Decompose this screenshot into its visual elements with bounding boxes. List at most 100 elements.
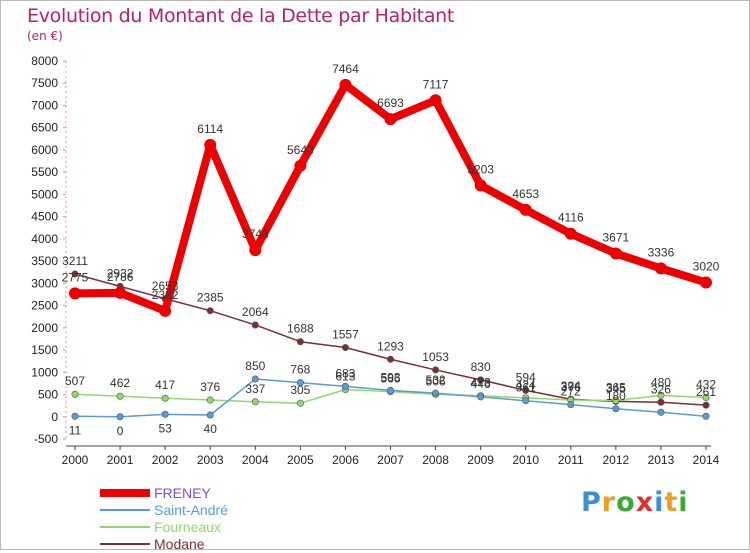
data-label-saint-andr: 850 [245, 359, 265, 373]
data-point-fourneaux [657, 391, 665, 399]
y-tick-label: 1500 [31, 343, 58, 357]
data-label-freney: 2775 [62, 270, 89, 284]
data-label-fourneaux: 424 [516, 378, 536, 392]
data-label-modane: 2653 [152, 279, 179, 293]
data-point-fourneaux [702, 394, 710, 402]
data-label-modane: 326 [651, 382, 671, 396]
data-point-fourneaux [206, 396, 214, 404]
chart-unit: (en €) [27, 29, 63, 43]
data-point-saint-andr [296, 379, 304, 387]
x-tick-label: 2011 [558, 453, 584, 467]
y-tick-label: 4500 [31, 210, 58, 224]
data-label-freney: 4116 [558, 211, 584, 225]
data-label-saint-andr: 40 [204, 422, 218, 436]
y-tick-label: 6000 [31, 143, 58, 157]
data-label-saint-andr: 683 [335, 366, 355, 380]
logo-letter: r [601, 487, 617, 518]
legend-label: FRENEY [154, 485, 211, 501]
data-label-fourneaux: 462 [110, 376, 130, 390]
data-label-fourneaux: 365 [606, 381, 626, 395]
data-label-freney: 3336 [648, 245, 675, 259]
data-point-freney [114, 286, 127, 299]
data-point-saint-andr [161, 410, 169, 418]
logo-letter: x [635, 487, 655, 518]
x-tick-label: 2000 [62, 453, 89, 467]
y-tick-label: 8000 [31, 54, 58, 68]
data-point-saint-andr [116, 413, 124, 421]
legend-swatch [100, 543, 150, 545]
logo-letter: i [654, 487, 665, 518]
data-point-modane [386, 355, 394, 363]
data-point-saint-andr [702, 412, 710, 420]
data-point-modane [477, 376, 485, 384]
data-label-modane: 3211 [62, 254, 88, 268]
data-point-modane [341, 344, 349, 352]
data-point-modane [522, 386, 530, 394]
data-point-freney [564, 227, 577, 240]
data-point-fourneaux [612, 397, 620, 405]
x-tick-label: 2007 [377, 453, 404, 467]
data-point-saint-andr [386, 386, 394, 394]
data-point-saint-andr [522, 397, 530, 405]
data-label-modane: 1688 [287, 322, 314, 336]
x-tick-label: 2003 [197, 453, 224, 467]
y-tick-label: 3500 [31, 254, 58, 268]
data-label-saint-andr: 180 [606, 389, 626, 403]
proxiti-logo: Proxiti [581, 487, 689, 518]
data-point-fourneaux [116, 392, 124, 400]
data-point-freney [294, 159, 307, 172]
data-point-saint-andr [251, 375, 259, 383]
data-label-fourneaux: 480 [651, 375, 671, 389]
data-label-fourneaux: 566 [380, 372, 400, 386]
x-tick-label: 2013 [648, 453, 675, 467]
data-label-freney: 2382 [152, 288, 179, 302]
data-point-freney [69, 287, 81, 300]
data-label-modane: 830 [471, 360, 491, 374]
data-label-saint-andr: 53 [158, 421, 172, 435]
y-tick-label: 7500 [31, 76, 58, 90]
data-label-saint-andr: 0 [117, 424, 124, 438]
data-point-modane [251, 321, 259, 329]
data-point-saint-andr [612, 405, 620, 413]
data-label-fourneaux: 432 [696, 378, 716, 392]
data-point-fourneaux [71, 390, 79, 398]
legend-swatch [100, 509, 150, 511]
data-point-freney [654, 262, 667, 275]
data-label-saint-andr: 11 [69, 423, 82, 437]
data-point-saint-andr [477, 393, 485, 401]
data-label-freney: 5643 [287, 143, 314, 157]
logo-letter: t [664, 487, 679, 518]
y-tick-label: -500 [34, 432, 58, 446]
data-label-fourneaux: 376 [561, 380, 581, 394]
x-tick-label: 2009 [467, 453, 494, 467]
x-tick-label: 2004 [242, 453, 269, 467]
data-label-modane: 594 [516, 370, 536, 384]
data-label-modane: 2064 [242, 305, 269, 319]
legend-label: Saint-André [154, 502, 228, 518]
x-tick-label: 2001 [107, 453, 134, 467]
data-point-fourneaux [296, 399, 304, 407]
data-label-fourneaux: 376 [200, 380, 220, 394]
data-label-freney: 2786 [107, 270, 134, 284]
y-tick-label: 7000 [31, 98, 58, 112]
data-point-modane [702, 401, 710, 409]
y-tick-label: 2000 [31, 321, 58, 335]
logo-letter: P [581, 487, 602, 518]
data-label-fourneaux: 506 [426, 374, 446, 388]
data-label-freney: 3020 [693, 259, 720, 273]
logo-letter: i [678, 487, 689, 518]
data-label-freney: 3671 [603, 231, 630, 245]
y-tick-label: 0 [51, 410, 58, 424]
y-tick-label: 5500 [31, 165, 58, 179]
data-label-freney: 5203 [467, 162, 494, 176]
data-label-freney: 3748 [242, 227, 269, 241]
data-point-freney [609, 247, 622, 260]
x-tick-label: 2006 [332, 453, 359, 467]
logo-letter: o [616, 487, 636, 518]
data-point-freney [339, 78, 352, 91]
data-point-fourneaux [251, 398, 259, 406]
data-label-fourneaux: 305 [290, 383, 310, 397]
legend-label: Fourneaux [154, 519, 221, 535]
data-point-fourneaux [161, 394, 169, 402]
